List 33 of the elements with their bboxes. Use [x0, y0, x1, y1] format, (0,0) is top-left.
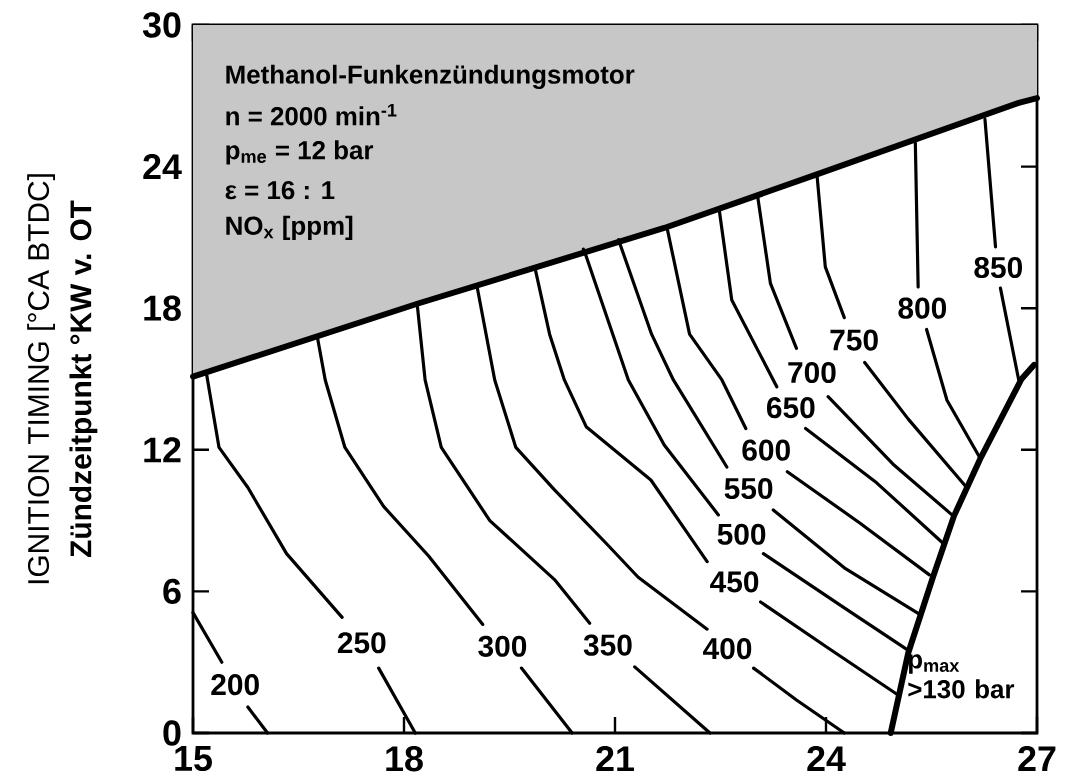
y-tick-label: 18	[144, 295, 181, 321]
series-label: 550	[724, 477, 773, 500]
series-label: 400	[703, 638, 752, 660]
series-label: 600	[742, 439, 790, 461]
annotation: p$_{me}$ = 12 bar	[226, 140, 374, 165]
annotation: ε = 16 : 1	[225, 181, 335, 200]
series-label: 450	[710, 571, 759, 593]
x-tick-label: 27	[1018, 746, 1056, 772]
x-tick-label: 21	[596, 746, 634, 772]
series-label: 750	[830, 329, 878, 351]
x-tick-label: 24	[807, 746, 846, 772]
annotation: Methanol-Funkenzündungsmotor	[226, 64, 635, 90]
y-tick-label: 0	[163, 720, 181, 746]
series-label: 650	[767, 397, 815, 419]
series-label: 700	[788, 361, 836, 384]
x-tick-label: 15	[175, 746, 212, 772]
annotation: NO$_{x}$ [ppm]	[226, 215, 353, 241]
annotation: n = 2000 min$^{-1}$	[226, 103, 397, 126]
y-tick-label: 6	[163, 578, 181, 605]
y-tick-label: 30	[142, 12, 181, 38]
series-label: 200	[211, 674, 259, 696]
series-label: 300	[478, 635, 527, 657]
series-label: 800	[898, 297, 947, 319]
y-tick-label: 24	[143, 154, 182, 180]
series-label: 850	[974, 256, 1022, 279]
y-axis-title: Zündzeitpunkt °KW v. OT	[69, 200, 98, 558]
series-label: 500	[717, 523, 766, 545]
x-tick-label: 18	[386, 746, 423, 772]
annotation: p$_{max}$ >130 bar	[908, 654, 1015, 699]
series-label: 350	[583, 634, 632, 656]
text: IGNITION TIMING [°CA BTDC]	[27, 174, 55, 584]
series-label: 250	[337, 632, 386, 654]
y-tick-label: 12	[144, 437, 181, 463]
